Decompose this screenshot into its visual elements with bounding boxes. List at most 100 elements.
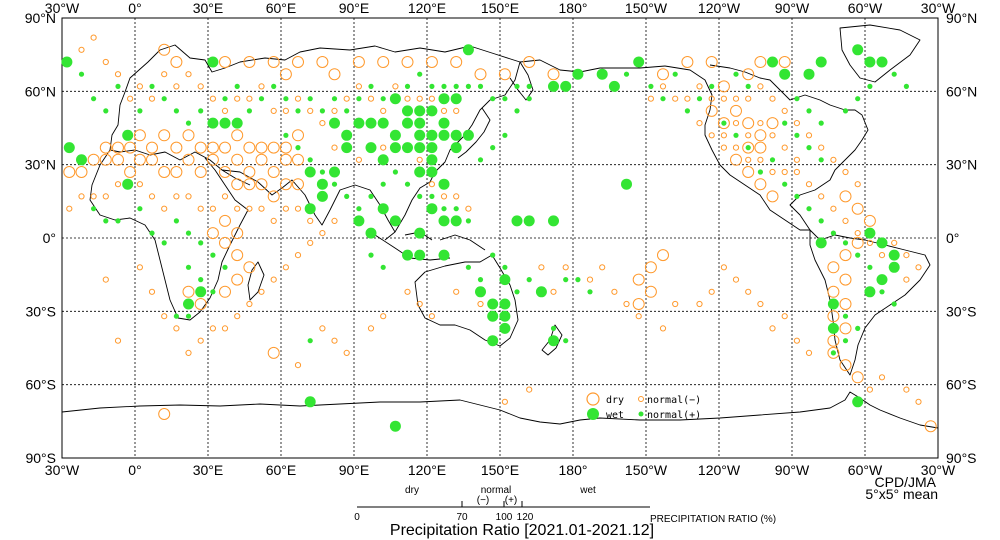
wet-marker bbox=[402, 249, 413, 261]
normal-minus-marker bbox=[769, 325, 776, 332]
dry-marker bbox=[87, 153, 100, 166]
legend-wet-label: wet bbox=[606, 410, 624, 421]
normal-minus-marker bbox=[526, 386, 533, 393]
wet-marker bbox=[499, 274, 511, 286]
wet-marker bbox=[341, 142, 353, 154]
normal-plus-marker bbox=[465, 264, 471, 270]
dry-marker bbox=[133, 129, 146, 142]
normal-minus-marker bbox=[270, 217, 277, 224]
normal-plus-marker bbox=[830, 350, 837, 356]
wet-marker bbox=[414, 166, 426, 178]
wet-marker bbox=[414, 105, 426, 117]
wet-marker bbox=[487, 335, 499, 347]
normal-minus-marker bbox=[209, 95, 216, 102]
normal-plus-marker bbox=[563, 277, 569, 283]
normal-minus-marker bbox=[258, 205, 265, 212]
dry-marker bbox=[267, 190, 280, 203]
normal-minus-marker bbox=[161, 205, 168, 212]
dry-marker bbox=[146, 153, 158, 166]
wet-marker bbox=[353, 215, 365, 227]
normal-minus-marker bbox=[818, 144, 825, 151]
normal-minus-marker bbox=[891, 239, 898, 246]
wet-marker bbox=[487, 310, 499, 322]
normal-plus-marker bbox=[842, 313, 849, 319]
lat-label-left: 60°N bbox=[25, 83, 56, 99]
dry-marker bbox=[766, 117, 779, 130]
normal-plus-marker bbox=[441, 83, 447, 89]
wet-marker bbox=[815, 237, 827, 249]
dry-marker bbox=[657, 68, 669, 81]
dry-marker bbox=[206, 141, 219, 154]
latitude-labels-left: 90°N 60°N 30°N 0° 30°S 60°S 90°S bbox=[25, 10, 56, 466]
dry-marker bbox=[279, 141, 292, 154]
normal-minus-marker bbox=[453, 107, 460, 115]
normal-plus-marker bbox=[830, 230, 837, 236]
normal-minus-marker bbox=[599, 264, 606, 271]
normal-minus-marker bbox=[102, 58, 109, 66]
normal-plus-marker bbox=[185, 313, 192, 319]
lat-label-left: 0° bbox=[43, 230, 56, 246]
wet-marker bbox=[426, 154, 438, 166]
legend-normal-minus-label: normal(−) bbox=[647, 395, 701, 406]
dry-marker bbox=[839, 322, 852, 335]
wet-marker bbox=[377, 154, 389, 166]
normal-minus-marker bbox=[294, 252, 302, 259]
wet-marker bbox=[414, 249, 426, 261]
wet-marker bbox=[414, 142, 426, 154]
normal-minus-marker bbox=[854, 230, 861, 237]
credit-grid: 5°x5° mean bbox=[865, 486, 938, 502]
dry-marker bbox=[705, 56, 718, 68]
lon-label-top: 180° bbox=[559, 0, 588, 16]
wet-marker bbox=[548, 80, 559, 92]
dry-marker bbox=[292, 178, 304, 191]
wet-marker bbox=[231, 117, 243, 129]
legend-normal-plus-label: normal(+) bbox=[647, 410, 701, 421]
dry-marker bbox=[243, 166, 256, 178]
dry-marker bbox=[839, 249, 852, 262]
normal-minus-marker bbox=[793, 156, 801, 163]
dry-marker bbox=[75, 166, 88, 178]
normal-minus-marker bbox=[659, 83, 667, 90]
lon-label-top: 150°W bbox=[625, 0, 668, 16]
dry-marker bbox=[99, 153, 112, 166]
dry-marker bbox=[170, 56, 183, 68]
normal-minus-marker bbox=[416, 95, 423, 102]
dry-marker bbox=[243, 261, 256, 274]
dry-marker bbox=[243, 178, 256, 191]
normal-plus-marker bbox=[283, 132, 289, 138]
normal-minus-marker bbox=[209, 205, 216, 212]
lat-label-left: 90°S bbox=[25, 450, 56, 466]
coast-madagascar bbox=[247, 261, 265, 301]
normal-minus-marker bbox=[185, 193, 192, 200]
normal-minus-marker bbox=[720, 264, 728, 271]
wet-marker bbox=[450, 215, 462, 227]
dry-marker bbox=[231, 273, 244, 286]
wet-marker bbox=[450, 93, 462, 105]
normal-minus-marker bbox=[769, 168, 776, 176]
normal-plus-marker bbox=[696, 96, 703, 102]
dry-marker bbox=[219, 214, 231, 227]
dry-marker bbox=[255, 153, 268, 166]
lat-label-right: 60°S bbox=[946, 377, 977, 393]
wet-marker bbox=[888, 249, 900, 261]
normal-plus-marker bbox=[344, 108, 350, 114]
normal-minus-marker bbox=[428, 95, 435, 102]
wet-marker bbox=[207, 56, 219, 68]
normal-plus-marker bbox=[404, 181, 411, 187]
normal-minus-marker bbox=[343, 95, 350, 102]
normal-plus-marker bbox=[173, 218, 179, 224]
normal-minus-marker bbox=[732, 120, 740, 127]
dry-marker bbox=[425, 56, 438, 68]
normal-plus-marker bbox=[380, 264, 386, 270]
wet-marker bbox=[462, 129, 474, 141]
normal-minus-marker bbox=[745, 156, 752, 163]
dry-marker bbox=[182, 285, 195, 298]
dry-marker bbox=[827, 334, 840, 347]
normal-minus-marker bbox=[708, 288, 715, 295]
normal-plus-marker bbox=[319, 169, 325, 175]
dry-marker bbox=[717, 117, 730, 130]
lon-label-bottom: 60°E bbox=[266, 462, 297, 478]
lat-label-right: 90°S bbox=[946, 450, 977, 466]
lat-label-right: 60°N bbox=[946, 83, 977, 99]
normal-plus-marker bbox=[806, 108, 812, 114]
